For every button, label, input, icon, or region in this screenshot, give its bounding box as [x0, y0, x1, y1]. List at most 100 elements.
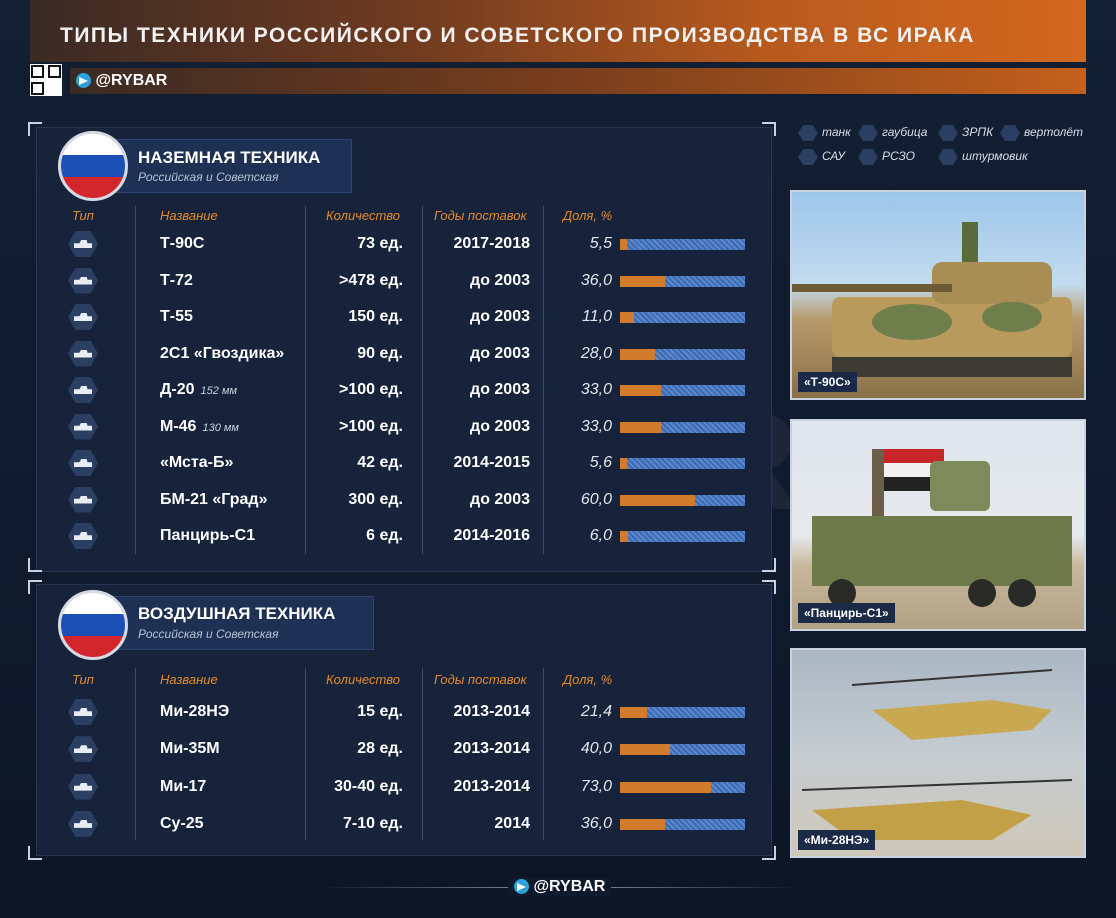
share-bar-fill: [620, 385, 662, 396]
delivery-years: 2013-2014: [453, 777, 530, 795]
share-value: 40,0: [580, 740, 612, 758]
qr-code: [30, 64, 62, 96]
share-bar-fill: [620, 818, 665, 830]
equipment-name: Т-55: [160, 308, 193, 325]
equipment-qty: 73 ед.: [357, 235, 403, 252]
share-bar: [620, 818, 745, 830]
equipment-name: Ми-28НЭ: [160, 703, 230, 720]
share-bar-fill: [620, 458, 627, 469]
legend-rszo: РСЗО: [858, 149, 915, 165]
share-bar-fill: [620, 781, 712, 793]
share-value: 33,0: [580, 417, 612, 435]
col-share: Доля, %: [563, 672, 613, 687]
equipment-qty: 7-10 ед.: [343, 814, 403, 832]
share-value: 73,0: [580, 777, 612, 795]
equipment-name: М-46 130 мм: [160, 417, 239, 435]
footer-brand[interactable]: @RYBAR: [508, 878, 612, 896]
share-bar: [620, 421, 745, 433]
share-value: 11,0: [582, 308, 612, 325]
tank-icon: [68, 267, 98, 294]
share-bar: [620, 744, 745, 756]
photo-t90s: «Т-90С»: [790, 190, 1086, 400]
howitzer-icon: [858, 125, 878, 141]
equipment-qty: >100 ед.: [339, 381, 403, 398]
equipment-qty: 6 ед.: [366, 527, 403, 544]
equipment-qty: 30-40 ед.: [334, 777, 403, 795]
share-bar-fill: [620, 531, 628, 542]
delivery-years: до 2003: [470, 381, 530, 398]
equipment-qty: 150 ед.: [348, 308, 403, 325]
share-bar: [620, 312, 745, 323]
equipment-name: «Мста-Б»: [160, 454, 234, 471]
telegram-icon: [76, 73, 91, 89]
col-share: Доля, %: [563, 208, 613, 223]
photo-mi28: «Ми-28НЭ»: [790, 648, 1086, 858]
equipment-qty: 300 ед.: [348, 490, 403, 508]
air-section-header: [104, 596, 374, 650]
share-bar-fill: [620, 348, 655, 360]
photo-caption: «Т-90С»: [798, 372, 857, 392]
delivery-years: 2014-2016: [453, 527, 530, 544]
russia-flag-icon: [58, 590, 128, 660]
equipment-name: Панцирь-С1: [160, 527, 256, 544]
col-name: Название: [160, 208, 218, 223]
rszo-icon: [68, 486, 98, 513]
page-title: ТИПЫ ТЕХНИКИ РОССИЙСКОГО И СОВЕТСКОГО ПР…: [60, 24, 975, 47]
header-brand[interactable]: @RYBAR: [76, 72, 167, 90]
header-subbar: [70, 68, 1086, 94]
delivery-years: до 2003: [470, 271, 530, 289]
col-years: Годы поставок: [434, 208, 527, 223]
share-value: 28,0: [580, 344, 612, 362]
legend-tank: танк: [798, 125, 851, 141]
telegram-icon: [514, 879, 529, 895]
howitzer-icon: [68, 450, 98, 476]
attack-aircraft-icon: [938, 149, 958, 165]
delivery-years: до 2003: [470, 308, 530, 325]
delivery-years: 2014: [494, 814, 530, 832]
photo-pantsir: «Панцирь-С1»: [790, 419, 1086, 631]
delivery-years: 2013-2014: [453, 740, 530, 758]
col-qty: Количество: [326, 672, 401, 687]
share-bar-fill: [620, 275, 665, 287]
legend-howitzer: гаубица: [858, 125, 927, 141]
share-bar: [620, 781, 745, 793]
share-value: 36,0: [580, 271, 612, 289]
russia-flag-icon: [58, 131, 128, 201]
equipment-name: Т-90С: [160, 235, 205, 252]
photo-caption: «Панцирь-С1»: [798, 603, 895, 623]
equipment-name: Д-20 152 мм: [160, 381, 238, 398]
share-bar-fill: [620, 239, 627, 250]
legend-zrpk: ЗРПК: [938, 125, 993, 141]
delivery-years: 2013-2014: [453, 703, 530, 720]
share-bar-fill: [620, 421, 662, 433]
share-bar: [620, 348, 745, 360]
delivery-years: до 2003: [470, 344, 530, 362]
share-bar: [620, 531, 745, 542]
equipment-name: БМ-21 «Град»: [160, 490, 268, 508]
delivery-years: до 2003: [470, 490, 530, 508]
delivery-years: 2014-2015: [453, 454, 530, 471]
col-qty: Количество: [326, 208, 401, 223]
share-bar-fill: [620, 744, 670, 756]
howitzer-icon: [68, 377, 98, 403]
equipment-qty: 28 ед.: [357, 740, 403, 758]
col-type: Тип: [72, 672, 94, 687]
share-bar: [620, 707, 745, 718]
ground-section-header: [104, 139, 352, 193]
howitzer-icon: [68, 413, 98, 440]
rszo-icon: [858, 149, 878, 165]
share-value: 36,0: [580, 814, 612, 832]
header-banner: [30, 0, 1086, 62]
air-title: ВОЗДУШНАЯ ТЕХНИКА: [138, 604, 336, 623]
share-bar: [620, 458, 745, 469]
share-value: 5,6: [589, 454, 612, 471]
equipment-name: Су-25: [160, 814, 204, 832]
share-value: 33,0: [580, 381, 612, 398]
legend-sau: САУ: [798, 149, 845, 165]
share-bar: [620, 494, 745, 506]
equipment-qty: >100 ед.: [339, 417, 403, 435]
tank-icon: [798, 125, 818, 141]
col-name: Название: [160, 672, 218, 687]
photo-caption: «Ми-28НЭ»: [798, 830, 876, 850]
equipment-qty: >478 ед.: [339, 271, 403, 289]
